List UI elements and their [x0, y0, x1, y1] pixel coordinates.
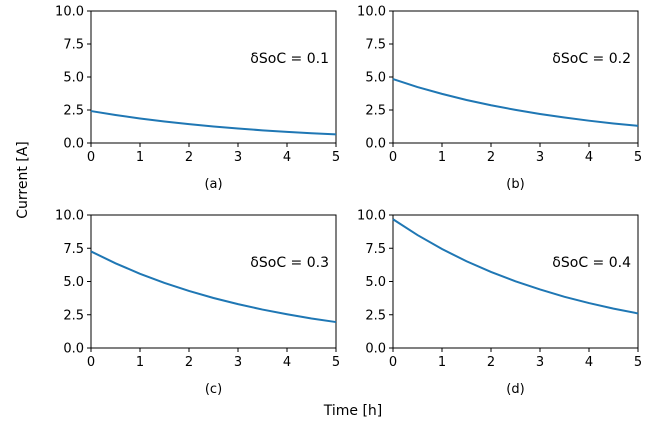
panel-label: (a)	[204, 177, 222, 192]
annotation-dsoc: δSoC = 0.1	[250, 51, 329, 67]
panel-d: 0 1 2 3 4 5 0.0 2.5 5.0 7.5 10.0 δSoC = 0.4 (d)	[357, 209, 642, 398]
x-tick-label: 3	[234, 355, 242, 370]
y-axis-label: Current [A]	[15, 141, 31, 219]
x-tick-label: 1	[136, 355, 144, 370]
x-tick-label: 4	[283, 355, 291, 370]
x-tick-label: 5	[332, 355, 340, 370]
y-tick-label: 0.0	[63, 342, 84, 357]
y-tick-label: 5.0	[365, 275, 386, 290]
y-tick-label: 5.0	[63, 275, 84, 290]
y-tick-label: 5.0	[365, 71, 386, 86]
plot-frame	[90, 214, 337, 349]
y-tick-label: 10.0	[357, 5, 386, 20]
x-tick-label: 4	[283, 150, 291, 165]
series-line	[392, 78, 639, 127]
panel-b: 0 1 2 3 4 5 0.0 2.5 5.0 7.5 10.0 δSoC = 0.2 (b)	[357, 5, 642, 193]
y-tick-label: 5.0	[63, 71, 84, 86]
annotation-dsoc: δSoC = 0.4	[552, 255, 631, 271]
series-line	[392, 218, 639, 315]
x-tick-label: 3	[536, 355, 544, 370]
x-tick-label: 5	[634, 150, 642, 165]
y-tick-label: 0.0	[365, 137, 386, 152]
y-tick-label: 2.5	[365, 104, 386, 119]
y-tick-label: 0.0	[63, 137, 84, 152]
panel-label: (c)	[205, 382, 222, 397]
annotation-dsoc: δSoC = 0.2	[552, 51, 631, 67]
x-tick-label: 0	[389, 355, 397, 370]
series-line	[90, 250, 337, 324]
x-tick-label: 1	[438, 150, 446, 165]
plot-frame	[90, 10, 337, 144]
x-tick-label: 4	[585, 150, 593, 165]
x-tick-label: 4	[585, 355, 593, 370]
x-tick-label: 0	[389, 150, 397, 165]
y-tick-label: 7.5	[365, 242, 386, 257]
series-line	[90, 110, 337, 136]
y-tick-label: 10.0	[55, 5, 84, 20]
y-tick-label: 2.5	[63, 104, 84, 119]
y-tick-label: 0.0	[365, 342, 386, 357]
x-tick-label: 2	[185, 355, 193, 370]
annotation-dsoc: δSoC = 0.3	[250, 255, 329, 271]
x-tick-label: 1	[438, 355, 446, 370]
x-tick-label: 0	[87, 150, 95, 165]
y-tick-label: 7.5	[63, 38, 84, 53]
x-tick-label: 2	[487, 150, 495, 165]
x-tick-label: 2	[487, 355, 495, 370]
y-tick-label: 2.5	[365, 308, 386, 323]
y-tick-label: 7.5	[365, 38, 386, 53]
panel-label: (b)	[506, 177, 524, 192]
x-tick-label: 5	[332, 150, 340, 165]
panel-c: 0 1 2 3 4 5 0.0 2.5 5.0 7.5 10.0 δSoC = 0.3 (c)	[55, 209, 340, 398]
x-tick-label: 3	[234, 150, 242, 165]
y-tick-label: 2.5	[63, 308, 84, 323]
x-axis-label: Time [h]	[323, 403, 383, 419]
x-tick-label: 2	[185, 150, 193, 165]
plot-frame	[392, 10, 639, 144]
y-tick-label: 10.0	[55, 209, 84, 224]
y-tick-label: 7.5	[63, 242, 84, 257]
x-tick-label: 1	[136, 150, 144, 165]
x-tick-label: 5	[634, 355, 642, 370]
x-tick-label: 3	[536, 150, 544, 165]
y-tick-label: 10.0	[357, 209, 386, 224]
x-tick-label: 0	[87, 355, 95, 370]
panel-a: 0 1 2 3 4 5 0.0 2.5 5.0 7.5 10.0 δSoC = 0.1 (a)	[55, 5, 340, 193]
panel-label: (d)	[506, 382, 524, 397]
